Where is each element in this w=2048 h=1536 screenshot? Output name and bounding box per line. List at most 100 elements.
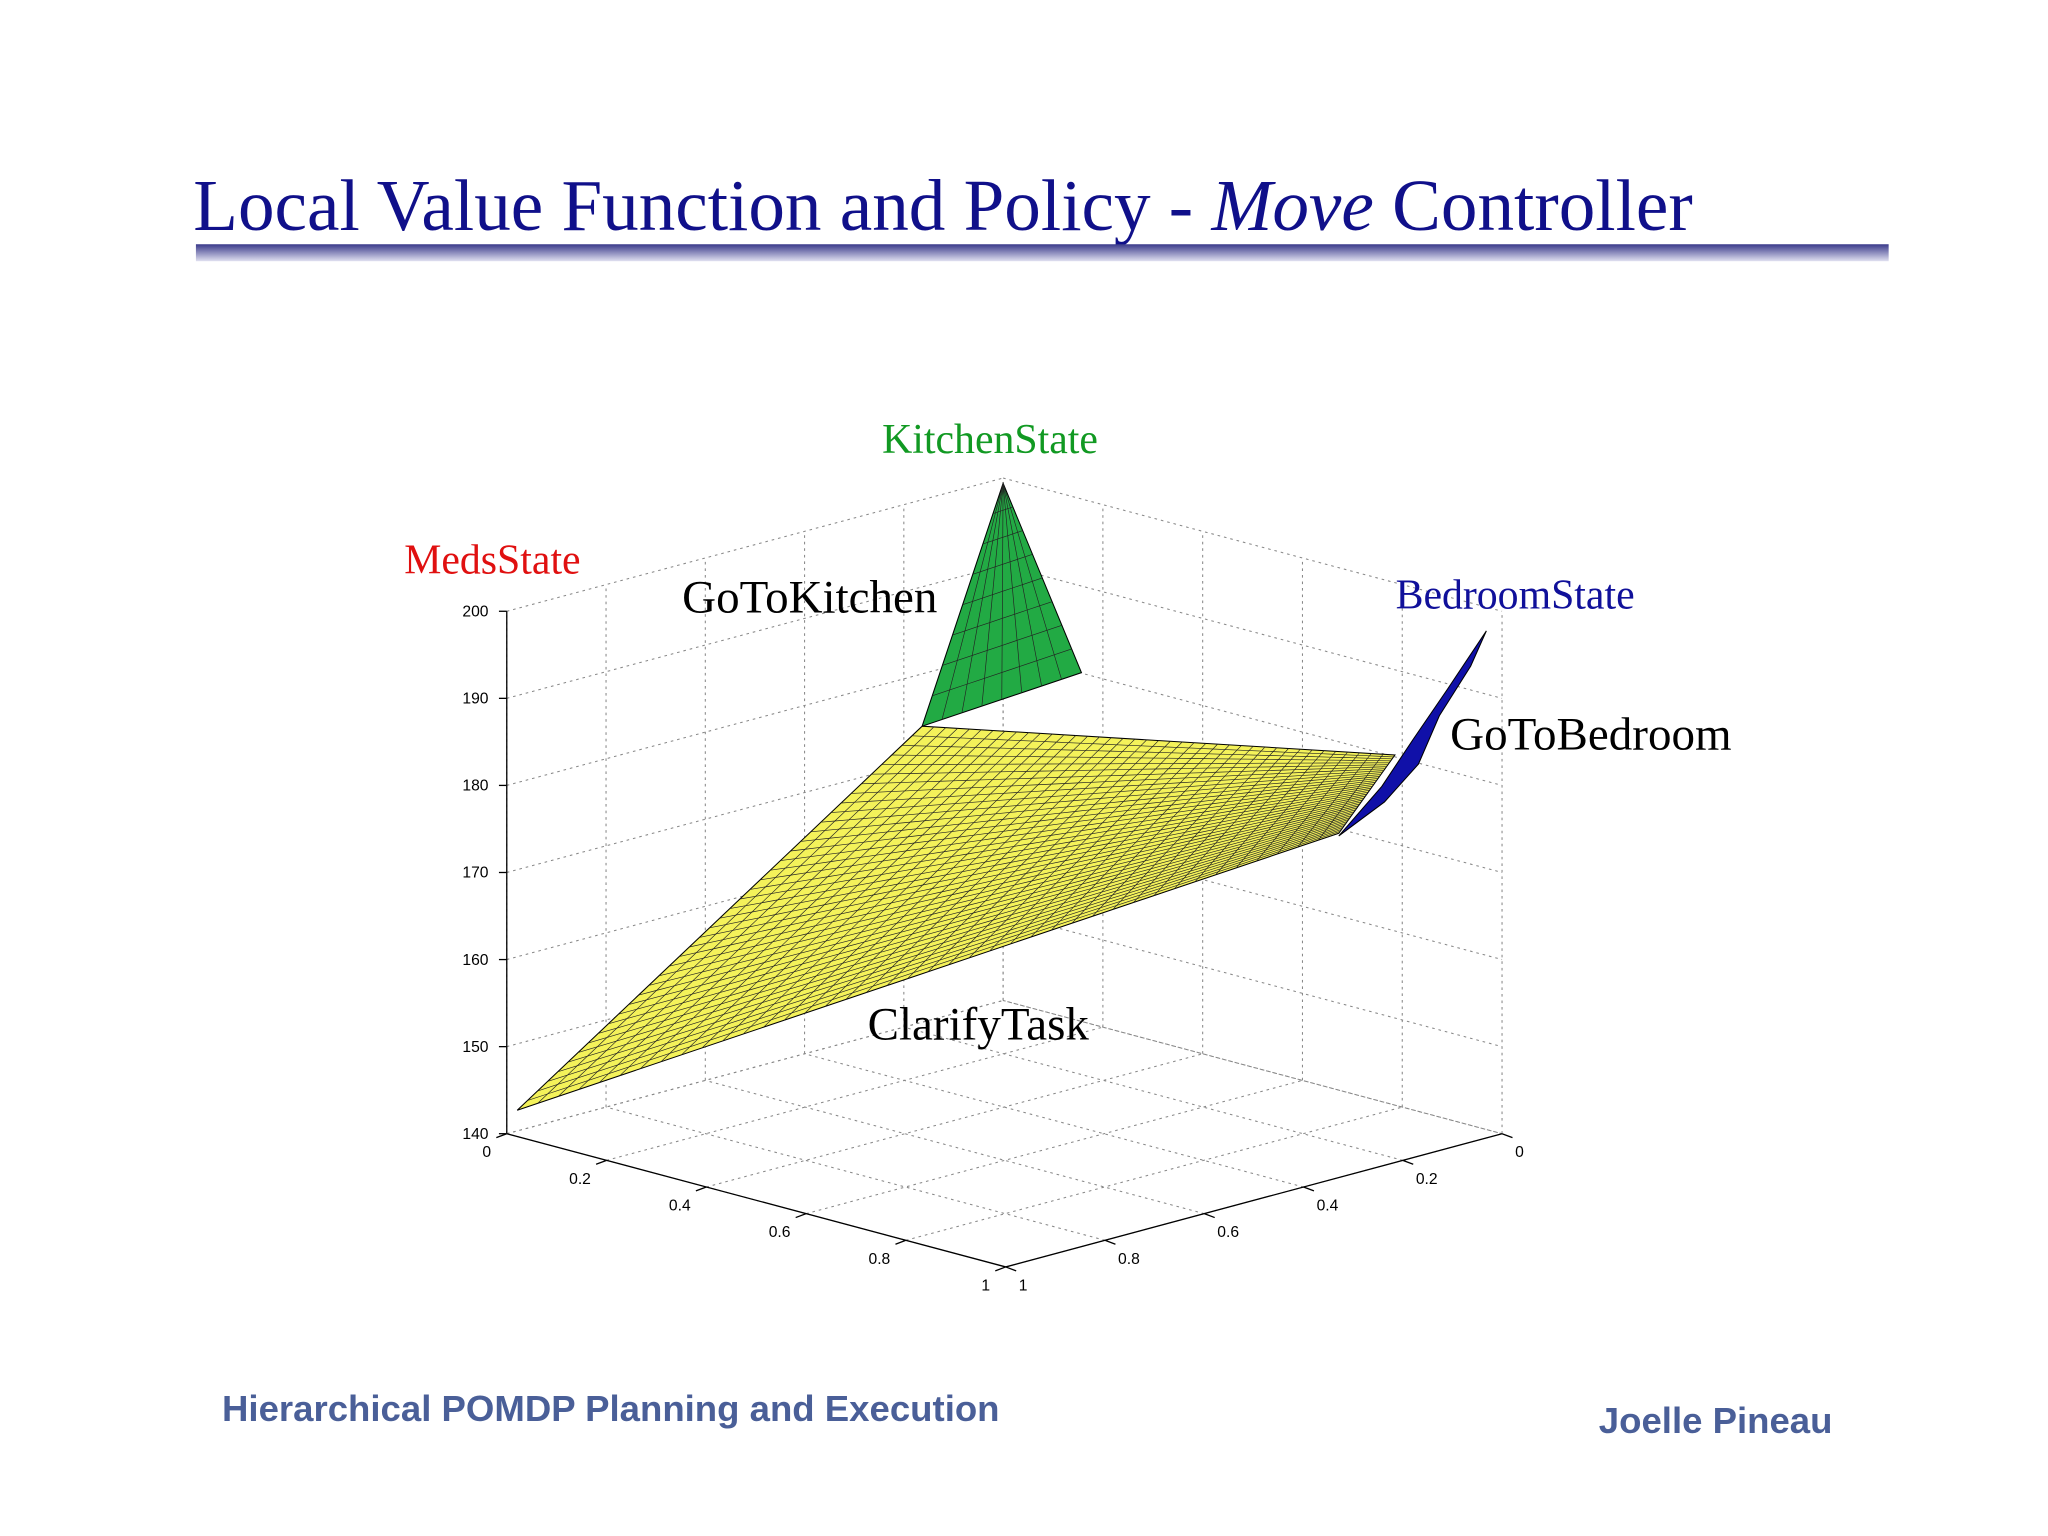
tick-mark bbox=[1402, 1159, 1414, 1165]
mesh-line bbox=[619, 729, 982, 1076]
mesh-line bbox=[660, 730, 1006, 1062]
surface-patch bbox=[1338, 630, 1487, 837]
mesh-line bbox=[1215, 750, 1325, 876]
mesh-line bbox=[961, 483, 1004, 713]
y-tick-label: 0 bbox=[1515, 1144, 1524, 1161]
tick-mark bbox=[795, 1213, 807, 1219]
title-text: Local Value Function and Policy - bbox=[193, 165, 1211, 246]
mesh-line bbox=[825, 736, 1100, 1007]
title-underline bbox=[195, 244, 1889, 262]
x-tick-label: 0.2 bbox=[569, 1171, 591, 1188]
z-tick-label: 160 bbox=[462, 952, 488, 969]
grid-line bbox=[806, 1079, 1303, 1215]
y-tick-label: 0.2 bbox=[1416, 1171, 1438, 1188]
mesh-line bbox=[1002, 483, 1023, 693]
mesh-line bbox=[640, 730, 994, 1069]
title-text: Controller bbox=[1374, 165, 1693, 246]
x-tick-label: 0.6 bbox=[769, 1224, 791, 1241]
footer-left: Hierarchical POMDP Planning and Executio… bbox=[222, 1388, 1000, 1429]
grid-line bbox=[506, 738, 1004, 873]
mesh-line bbox=[886, 738, 1136, 986]
x-tick-label: 0.8 bbox=[868, 1251, 890, 1268]
grid-line bbox=[705, 1079, 1205, 1215]
grid-line bbox=[506, 564, 1004, 699]
mesh-line bbox=[742, 733, 1053, 1035]
grid-line bbox=[1002, 999, 1503, 1135]
axis-line bbox=[1005, 1133, 1503, 1268]
mesh-line bbox=[1071, 745, 1242, 924]
mesh-line bbox=[1009, 743, 1207, 945]
z-tick-label: 200 bbox=[462, 603, 488, 620]
slide-title: Local Value Function and Policy - Move C… bbox=[193, 165, 1692, 246]
grid-line bbox=[1002, 912, 1503, 1048]
mesh-line bbox=[927, 740, 1159, 972]
mesh-line bbox=[1235, 751, 1337, 869]
grid-line bbox=[903, 1026, 1403, 1161]
mesh-line bbox=[1002, 483, 1042, 687]
mesh-line bbox=[1276, 752, 1360, 855]
mesh-line bbox=[1092, 746, 1254, 917]
z-tick-label: 190 bbox=[462, 691, 488, 708]
grid-line bbox=[606, 1026, 1104, 1161]
z-tick-label: 180 bbox=[462, 778, 488, 795]
x-tick-label: 0 bbox=[482, 1144, 491, 1161]
mesh-line bbox=[578, 728, 958, 1090]
grid-line bbox=[1002, 477, 1503, 612]
mesh-line bbox=[1050, 744, 1230, 931]
grid-line bbox=[506, 477, 1004, 612]
grid-line bbox=[506, 999, 1004, 1135]
surface-patch bbox=[516, 725, 1396, 1111]
y-tick-label: 0.8 bbox=[1118, 1251, 1140, 1268]
mesh-line bbox=[537, 726, 935, 1104]
z-tick-label: 170 bbox=[462, 865, 488, 882]
mesh-line bbox=[804, 736, 1088, 1014]
region-label: GoToBedroom bbox=[1450, 709, 1731, 761]
axis-label: BedroomState bbox=[1396, 573, 1635, 619]
mesh-line bbox=[1112, 746, 1266, 910]
tick-mark bbox=[1501, 1133, 1513, 1139]
tick-mark bbox=[695, 1186, 707, 1192]
mesh-line bbox=[1297, 753, 1372, 848]
surface-plot: 140 150 160 170 180 190 200 0 0.2 0.4 0.6 0.8 1 0 0.2 0… bbox=[462, 477, 1524, 1294]
y-tick-label: 0.6 bbox=[1217, 1224, 1239, 1241]
mesh-line bbox=[784, 735, 1077, 1021]
mesh-line bbox=[1001, 483, 1004, 700]
mesh-line bbox=[941, 483, 1004, 720]
x-tick-label: 0.4 bbox=[669, 1198, 691, 1215]
mesh-line bbox=[701, 732, 1029, 1049]
mesh-line bbox=[866, 738, 1124, 993]
mesh-line bbox=[981, 483, 1004, 707]
grid-line bbox=[905, 1106, 1403, 1241]
axis-label: KitchenState bbox=[882, 417, 1098, 463]
mesh-line bbox=[1133, 747, 1277, 903]
mesh-line bbox=[1153, 748, 1289, 896]
tick-mark bbox=[1005, 1266, 1017, 1272]
tick-mark bbox=[1204, 1213, 1215, 1219]
axis-line bbox=[506, 1133, 1006, 1268]
grid-line bbox=[706, 1053, 1203, 1188]
mesh-line bbox=[1194, 749, 1313, 882]
region-label: GoToKitchen bbox=[682, 572, 937, 624]
grid-line bbox=[605, 1106, 1106, 1241]
x-tick-label: 1 bbox=[981, 1277, 990, 1294]
mesh-line bbox=[599, 728, 970, 1083]
mesh-line bbox=[1030, 743, 1218, 938]
y-tick-label: 1 bbox=[1019, 1277, 1028, 1294]
tick-mark bbox=[995, 1266, 1006, 1272]
mesh-line bbox=[845, 737, 1112, 1000]
z-tick-label: 140 bbox=[462, 1126, 488, 1143]
mesh-line bbox=[907, 739, 1147, 979]
grid-line bbox=[1002, 999, 1503, 1135]
tick-mark bbox=[895, 1239, 907, 1245]
mesh-line bbox=[763, 734, 1065, 1028]
grid-line bbox=[804, 1053, 1304, 1188]
grid-line bbox=[1002, 651, 1503, 786]
footer-right: Joelle Pineau bbox=[1599, 1400, 1833, 1441]
tick-mark bbox=[595, 1159, 607, 1165]
mesh-line bbox=[989, 742, 1195, 952]
mesh-line bbox=[1256, 751, 1348, 862]
mesh-line bbox=[968, 741, 1183, 959]
region-label: ClarifyTask bbox=[868, 999, 1090, 1051]
